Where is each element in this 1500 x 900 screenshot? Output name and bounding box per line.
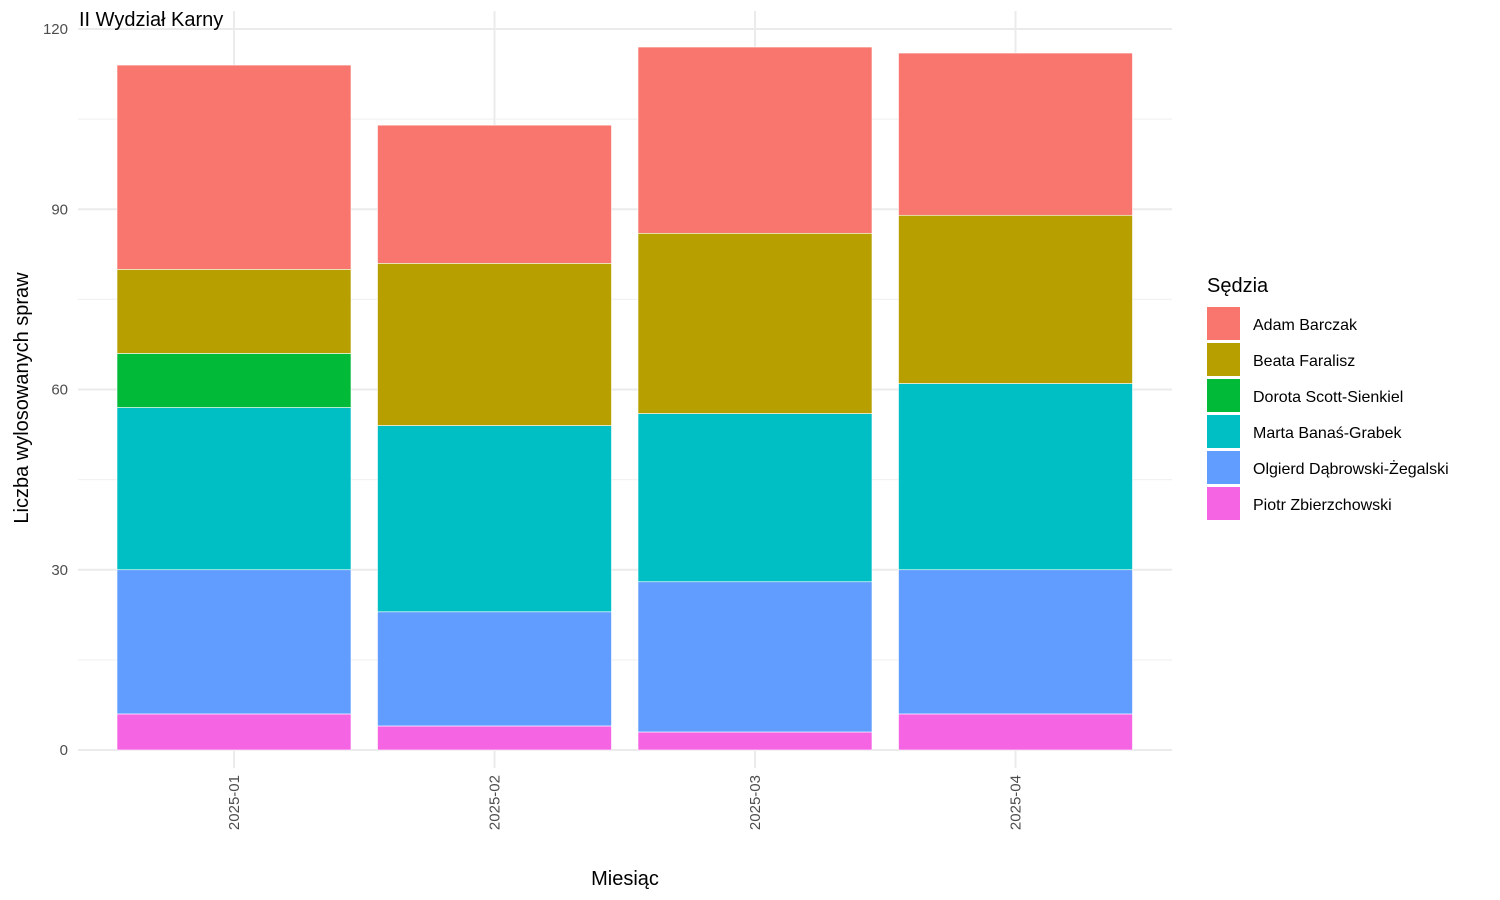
- legend-swatch: [1207, 451, 1240, 484]
- bar-segment: [116, 407, 352, 571]
- legend-label: Piotr Zbierzchowski: [1253, 497, 1392, 514]
- x-tick-label: 2025-03: [747, 775, 764, 830]
- bar-segment: [377, 263, 612, 426]
- bar-segment: [898, 52, 1133, 216]
- bar-segment: [637, 413, 873, 583]
- x-axis-title: Miesiąc: [591, 868, 659, 890]
- x-tick-label: 2025-02: [487, 775, 504, 830]
- bar-segment: [116, 569, 352, 715]
- chart-title: II Wydział Karny: [79, 9, 223, 31]
- bar-segment: [898, 713, 1133, 751]
- bars-layer: [116, 46, 1133, 751]
- y-axis-title: Liczba wylosowanych spraw: [11, 272, 33, 524]
- legend-title: Sędzia: [1207, 275, 1269, 297]
- y-tick-label: 90: [51, 201, 68, 218]
- legend-swatch: [1207, 487, 1240, 520]
- y-tick-label: 120: [43, 21, 68, 38]
- bar-segment: [637, 731, 873, 751]
- legend-label: Beata Faralisz: [1253, 353, 1355, 370]
- bar-segment: [637, 581, 873, 733]
- bar-segment: [637, 46, 873, 234]
- legend-swatch: [1207, 415, 1240, 448]
- legend-label: Marta Banaś-Grabek: [1253, 425, 1403, 442]
- bar-segment: [898, 383, 1133, 571]
- legend-label: Adam Barczak: [1253, 317, 1358, 334]
- y-axis-ticks: 0 30 60 90 120: [43, 21, 68, 759]
- bar-segment: [898, 214, 1133, 384]
- bar-segment: [377, 425, 612, 613]
- x-tick-label: 2025-01: [226, 775, 243, 830]
- y-tick-label: 30: [51, 562, 68, 579]
- legend-swatch: [1207, 307, 1240, 340]
- bar-segment: [377, 124, 612, 264]
- legend-label: Dorota Scott-Sienkiel: [1253, 389, 1403, 406]
- x-axis-ticks: 2025-01 2025-02 2025-03 2025-04: [226, 775, 1025, 830]
- legend-swatch: [1207, 343, 1240, 376]
- bar-segment: [898, 569, 1133, 715]
- x-tick-label: 2025-04: [1008, 775, 1025, 830]
- legend-swatch: [1207, 379, 1240, 412]
- bar-segment: [377, 611, 612, 727]
- legend: Sędzia Adam Barczak Beata Faralisz Dorota …: [1207, 275, 1449, 520]
- bar-segment: [116, 353, 352, 408]
- bar-segment: [116, 713, 352, 751]
- y-tick-label: 60: [51, 382, 68, 399]
- legend-label: Olgierd Dąbrowski-Żegalski: [1253, 459, 1449, 478]
- y-tick-label: 0: [60, 742, 68, 759]
- bar-segment: [377, 725, 612, 751]
- legend-items: Adam Barczak Beata Faralisz Dorota Scott-S…: [1207, 307, 1449, 520]
- bar-segment: [116, 64, 352, 270]
- bar-segment: [116, 269, 352, 354]
- bar-segment: [637, 232, 873, 414]
